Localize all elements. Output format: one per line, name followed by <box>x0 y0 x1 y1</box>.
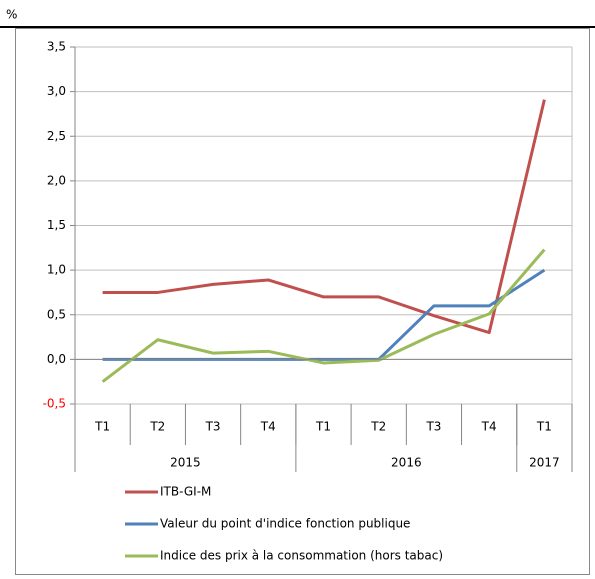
legend-label: ITB-GI-M <box>160 485 211 499</box>
legend-label: Valeur du point d'indice fonction publiq… <box>160 517 410 531</box>
x-tick-label: T1 <box>94 420 110 434</box>
x-tick-label: T2 <box>149 420 165 434</box>
x-tick-label: T1 <box>315 420 331 434</box>
y-tick-label: -0,5 <box>43 397 66 411</box>
group-label: 2015 <box>170 456 201 470</box>
series-line <box>101 248 546 383</box>
group-label: 2017 <box>529 456 560 470</box>
x-tick-label: T3 <box>205 420 221 434</box>
y-tick-label: 0,5 <box>47 307 66 321</box>
y-tick-label: 2,5 <box>47 129 66 143</box>
y-tick-label: 3,0 <box>47 84 66 98</box>
y-tick-label: 1,5 <box>47 218 66 232</box>
x-tick-label: T2 <box>370 420 386 434</box>
series-line <box>102 99 546 335</box>
chart-frame <box>15 28 590 575</box>
unit-label: % <box>6 8 17 22</box>
legend-label: Indice des prix à la consommation (hors … <box>160 549 443 563</box>
x-tick-label: T1 <box>536 420 552 434</box>
y-tick-label: 3,5 <box>47 40 66 54</box>
x-tick-label: T4 <box>481 420 497 434</box>
y-tick-label: 0,0 <box>47 352 66 366</box>
x-tick-label: T4 <box>260 420 276 434</box>
y-tick-label: 2,0 <box>47 173 66 187</box>
x-tick-label: T3 <box>425 420 441 434</box>
y-tick-label: 1,0 <box>47 263 66 277</box>
group-label: 2016 <box>391 456 422 470</box>
